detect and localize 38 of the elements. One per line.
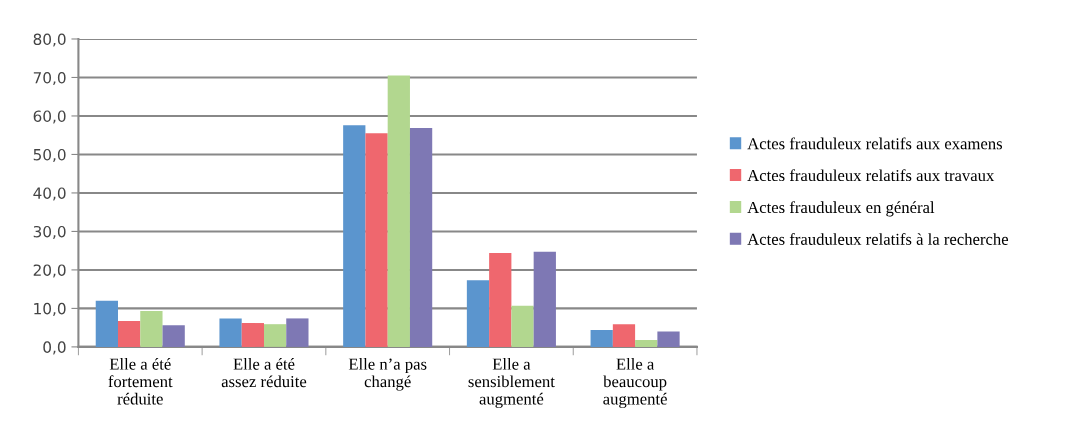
bar xyxy=(489,252,512,347)
bar xyxy=(286,318,309,347)
x-tick-label: Elle a beaucoup augmenté xyxy=(603,358,667,409)
bar xyxy=(590,329,613,347)
y-tick-label: 80,0 xyxy=(33,33,66,47)
bar xyxy=(657,331,680,347)
bar xyxy=(612,324,636,347)
y-tick-label: 50,0 xyxy=(33,148,66,163)
x-tick-label: Elle a été fortement réduite xyxy=(108,357,173,405)
x-tick-label: Elle a sensiblement augmenté xyxy=(468,358,555,409)
legend-label: Actes frauduleux relatifs aux travaux xyxy=(747,169,995,182)
bar xyxy=(635,339,658,347)
y-tick-label: 60,0 xyxy=(33,110,66,124)
bar xyxy=(95,300,118,347)
bar xyxy=(533,251,556,347)
bar xyxy=(511,305,534,347)
bar xyxy=(387,75,410,347)
bar xyxy=(162,325,185,347)
x-tick-label: Elle n’a pas changé xyxy=(348,358,427,391)
bar xyxy=(409,127,433,347)
y-tick-label: 10,0 xyxy=(34,302,66,316)
x-tick-label: Elle a été assez réduite xyxy=(221,357,307,388)
legend-label: Actes frauduleux relatifs à la recherche xyxy=(747,232,1009,245)
legend-label: Actes frauduleux en général xyxy=(747,201,935,217)
y-tick-label: 30,0 xyxy=(33,225,66,240)
bar xyxy=(466,280,490,347)
bar xyxy=(365,133,388,347)
bar xyxy=(241,323,264,347)
bar xyxy=(263,324,287,347)
bar xyxy=(118,321,141,347)
bar xyxy=(140,311,163,347)
y-tick-label: 40,0 xyxy=(33,187,66,201)
y-tick-label: 70,0 xyxy=(33,71,66,86)
bar xyxy=(343,125,366,347)
y-tick-label: 0,0 xyxy=(43,341,66,355)
legend-label: Actes frauduleux relatifs aux examens xyxy=(747,137,1003,150)
y-tick-label: 20,0 xyxy=(33,264,66,278)
bar xyxy=(219,318,242,347)
